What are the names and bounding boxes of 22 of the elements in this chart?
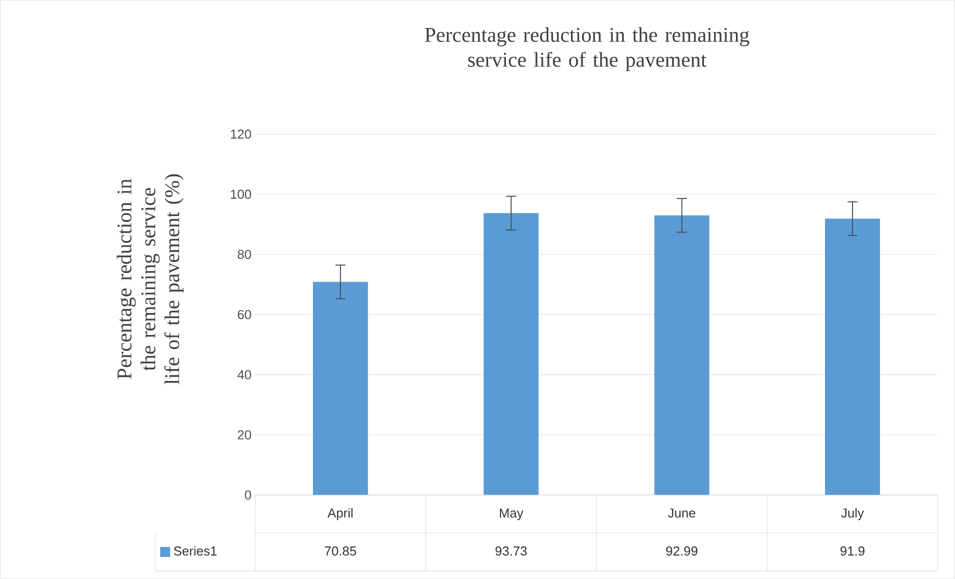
data-label: 70.85 bbox=[324, 546, 356, 556]
bar bbox=[824, 218, 880, 495]
y-tick-label: 80 bbox=[238, 250, 252, 259]
bar bbox=[484, 213, 539, 495]
y-tick-label: 60 bbox=[238, 310, 252, 320]
x-tick-label: May bbox=[500, 508, 524, 520]
bar bbox=[654, 215, 710, 495]
data-label: 93.73 bbox=[496, 546, 527, 556]
data-label: 91.9 bbox=[840, 546, 864, 556]
y-tick-label: 120 bbox=[230, 129, 252, 139]
data-label: 92.99 bbox=[666, 546, 698, 556]
x-tick-label: July bbox=[841, 508, 864, 520]
x-tick-label: April bbox=[328, 508, 353, 520]
y-axis-title: Percentage reduction in the remaining service life of the pavement (%) bbox=[116, 174, 184, 384]
y-tick-label: 0 bbox=[244, 490, 252, 500]
bar bbox=[312, 282, 368, 495]
chart-title: Percentage reduction in the remaining service life of the pavement bbox=[424, 27, 750, 72]
x-tick-label: June bbox=[668, 508, 696, 518]
legend-label: Series1 bbox=[174, 546, 217, 556]
y-tick-label: 100 bbox=[230, 190, 252, 199]
y-tick-label: 20 bbox=[238, 430, 252, 440]
y-tick-label: 40 bbox=[237, 370, 252, 380]
